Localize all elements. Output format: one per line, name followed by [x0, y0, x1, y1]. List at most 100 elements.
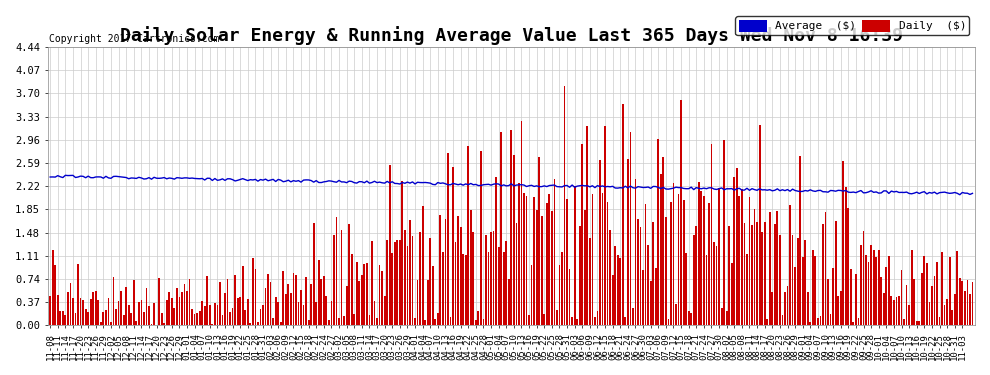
Bar [194, 314, 195, 326]
Bar [120, 291, 122, 326]
Bar [649, 281, 651, 326]
Bar [844, 187, 846, 326]
Bar [417, 280, 419, 326]
Bar [171, 298, 172, 326]
Bar [232, 309, 234, 326]
Bar [781, 315, 783, 326]
Bar [74, 313, 76, 326]
Bar [430, 238, 431, 326]
Bar [480, 151, 482, 326]
Bar [726, 311, 728, 326]
Bar [746, 254, 747, 326]
Bar [825, 212, 827, 326]
Bar [303, 305, 305, 326]
Bar [662, 157, 664, 326]
Bar [810, 322, 811, 326]
Bar [568, 269, 570, 326]
Bar [257, 322, 258, 326]
Bar [366, 263, 367, 326]
Bar [178, 297, 180, 326]
Bar [880, 277, 882, 326]
Bar [310, 285, 312, 326]
Bar [820, 316, 822, 326]
Bar [906, 285, 908, 326]
Bar [959, 278, 960, 326]
Bar [667, 319, 669, 326]
Bar [308, 320, 310, 326]
Bar [376, 318, 378, 326]
Bar [630, 132, 632, 326]
Bar [269, 282, 271, 326]
Bar [264, 288, 266, 326]
Bar [541, 216, 543, 326]
Bar [584, 210, 586, 326]
Bar [493, 231, 494, 326]
Bar [503, 252, 505, 326]
Bar [242, 266, 244, 326]
Bar [219, 282, 221, 326]
Bar [852, 322, 854, 326]
Bar [842, 161, 844, 326]
Bar [495, 177, 497, 326]
Bar [267, 274, 269, 326]
Bar [799, 156, 801, 326]
Bar [644, 204, 646, 326]
Bar [855, 274, 856, 326]
Bar [186, 291, 188, 326]
Bar [956, 251, 958, 326]
Bar [350, 254, 352, 326]
Bar [739, 196, 741, 326]
Bar [249, 323, 251, 326]
Bar [333, 234, 335, 326]
Bar [769, 212, 770, 326]
Bar [358, 281, 360, 326]
Bar [344, 316, 345, 326]
Text: Copyright 2017 Cartronics.com: Copyright 2017 Cartronics.com [49, 34, 219, 44]
Bar [670, 202, 672, 326]
Title: Daily Solar Energy & Running Average Value Last 365 Days Wed Nov 8 16:39: Daily Solar Energy & Running Average Val… [120, 27, 903, 45]
Bar [204, 306, 206, 326]
Bar [516, 223, 517, 326]
Bar [389, 165, 391, 326]
Bar [860, 245, 862, 326]
Bar [599, 160, 601, 326]
Bar [305, 277, 307, 326]
Bar [647, 245, 649, 326]
Bar [361, 275, 362, 326]
Bar [50, 296, 51, 326]
Bar [90, 299, 92, 326]
Bar [488, 252, 489, 326]
Bar [574, 186, 575, 326]
Bar [336, 217, 338, 326]
Bar [113, 277, 115, 326]
Bar [189, 279, 190, 326]
Bar [379, 266, 380, 326]
Bar [885, 267, 887, 326]
Bar [69, 284, 71, 326]
Bar [422, 206, 424, 326]
Bar [718, 188, 720, 326]
Bar [108, 298, 109, 326]
Bar [865, 255, 867, 326]
Bar [789, 205, 791, 326]
Bar [551, 211, 552, 326]
Bar [758, 124, 760, 326]
Bar [943, 305, 945, 326]
Bar [675, 304, 677, 326]
Bar [409, 220, 411, 326]
Bar [212, 324, 213, 326]
Bar [77, 264, 79, 326]
Bar [622, 104, 624, 326]
Bar [191, 309, 193, 326]
Bar [632, 309, 634, 326]
Bar [467, 146, 469, 326]
Bar [850, 269, 851, 326]
Bar [254, 269, 256, 326]
Bar [138, 302, 140, 326]
Bar [318, 260, 320, 326]
Bar [589, 238, 591, 326]
Bar [222, 315, 224, 326]
Bar [87, 312, 89, 326]
Bar [683, 200, 684, 326]
Bar [665, 217, 667, 326]
